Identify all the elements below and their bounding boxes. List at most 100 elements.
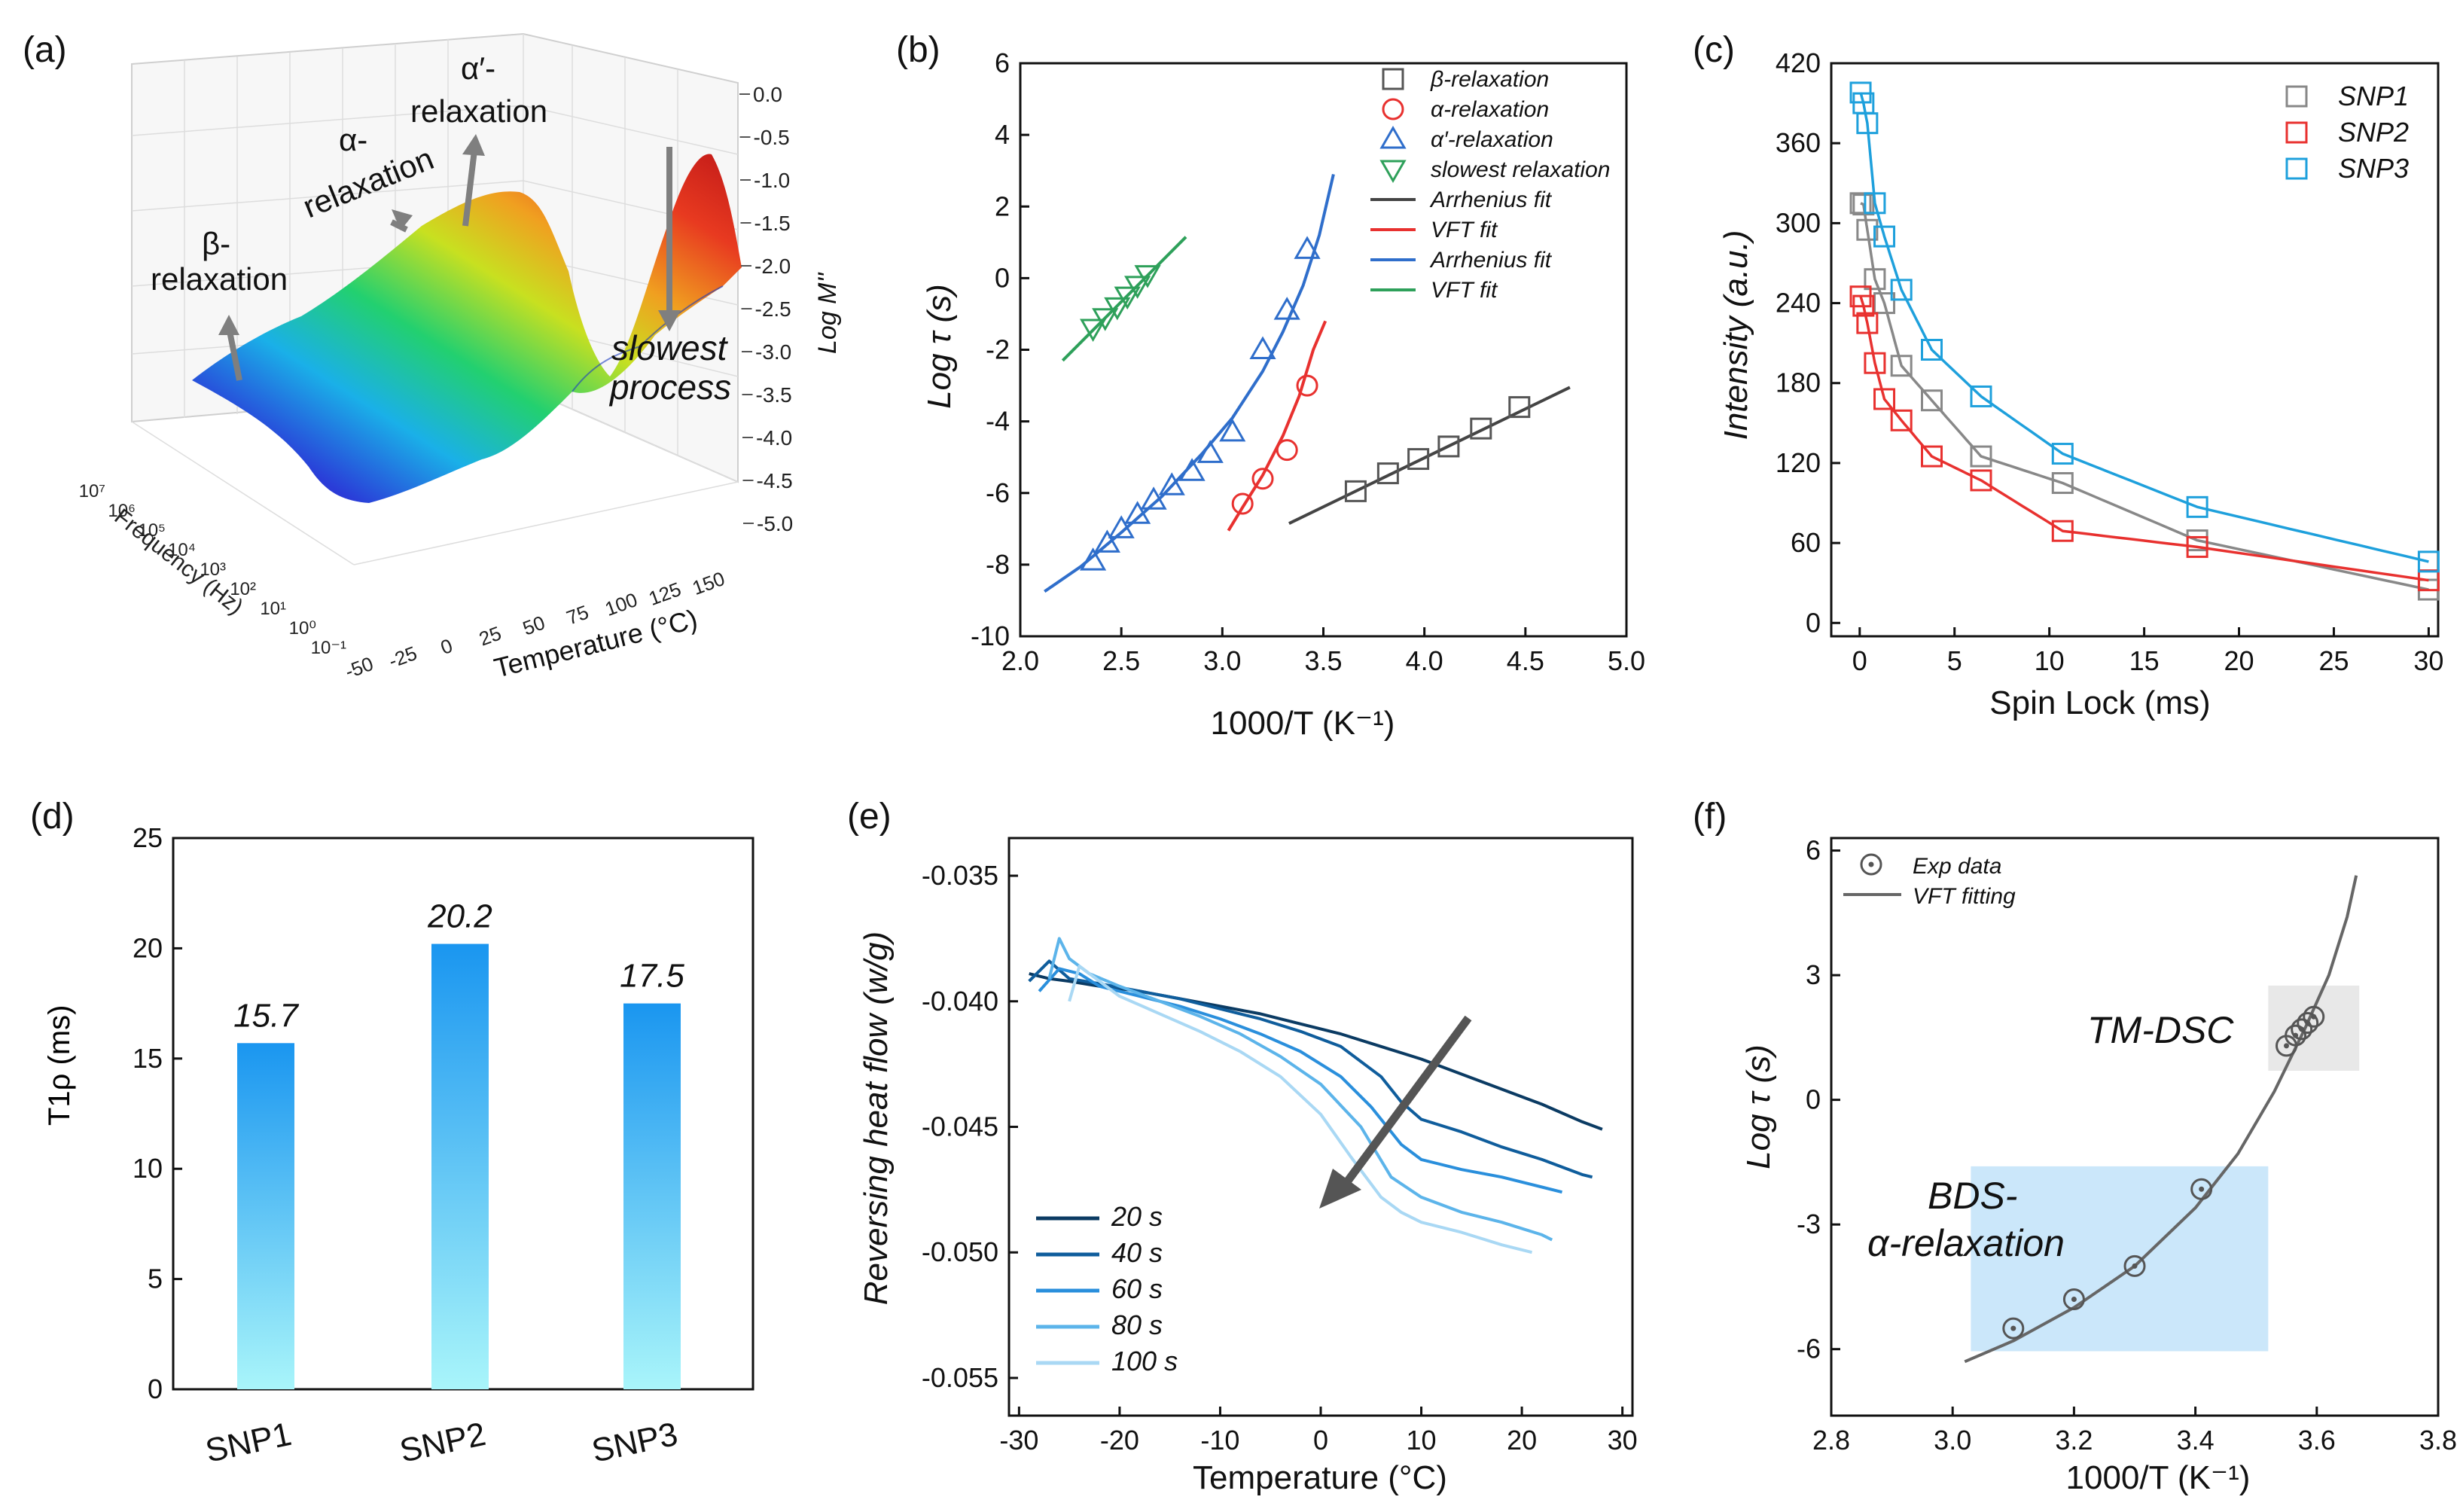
x-tick-label: 2.5 (1102, 645, 1140, 676)
frequency-tick-label: 10⁶ (108, 501, 136, 521)
temperature-tick-label: 150 (689, 567, 727, 599)
data-line (1038, 967, 1562, 1194)
data-point (1092, 308, 1119, 331)
x-tick-label: 3.0 (1203, 645, 1241, 676)
surface-plot (192, 154, 742, 503)
data-point (1470, 417, 1492, 440)
data-point (1276, 439, 1298, 462)
legend-label: Exp data (1913, 854, 2001, 879)
legend-e: 20 s 40 s 60 s 80 s 100 s (1036, 1201, 1178, 1376)
data-line (1029, 972, 1603, 1131)
z-tick-label: -3.5 (756, 383, 792, 407)
data-point (2303, 1005, 2325, 1028)
y-tick-label: -0.040 (922, 986, 998, 1017)
x-tick-label: 3.0 (1934, 1425, 1971, 1456)
y-tick-label: 180 (1776, 367, 1821, 398)
y-tick-label: 15 (133, 1043, 163, 1074)
data-point (2002, 1317, 2025, 1340)
frequency-tick-label: 10¹ (260, 599, 286, 619)
y-tick-label: 300 (1776, 207, 1821, 238)
data-point (1920, 339, 1943, 361)
legend-c: SNP1 SNP2 SNP3 (2285, 81, 2409, 184)
category-label: SNP3 (589, 1416, 681, 1470)
bar (623, 1003, 681, 1389)
frequency-tick-label: 10⁷ (79, 481, 105, 501)
legend-label: SNP1 (2338, 81, 2409, 111)
frequency-tick-label: 10² (230, 579, 256, 599)
data-point (1873, 225, 1896, 248)
z-tick-label: -4.5 (757, 469, 793, 492)
panel-label-c: (c) (1693, 30, 1735, 70)
annotation-bds-1: BDS- (1928, 1175, 2017, 1217)
temperature-tick-label: 100 (602, 588, 640, 620)
data-point (1508, 396, 1531, 419)
legend-marker (1860, 853, 1882, 876)
data-point-dot (2071, 1296, 2077, 1302)
y-tick-label: 0 (148, 1373, 163, 1404)
annotation-bds-2: α-relaxation (1867, 1222, 2065, 1264)
data-point (1920, 389, 1943, 412)
data-point (1093, 529, 1120, 553)
legend-label: VFT fitting (1913, 884, 2016, 909)
data-point (1920, 445, 1943, 468)
data-point-dot (2284, 1043, 2289, 1049)
y-tick-label: -3 (1797, 1209, 1821, 1239)
legend-marker (1379, 125, 1407, 149)
temperature-tick-label: 50 (520, 611, 547, 640)
data-point-dot (2132, 1263, 2138, 1269)
data-point (1158, 472, 1185, 495)
x-tick-label: 3.6 (2298, 1425, 2336, 1456)
y-tick-label: 120 (1776, 447, 1821, 478)
x-tick-label: 15 (2129, 645, 2160, 676)
legend-marker (2285, 85, 2308, 108)
data-point (1134, 265, 1161, 288)
data-point (2186, 535, 2208, 558)
frequency-tick-label: 10⁻¹ (311, 638, 346, 658)
legend-label: VFT fit (1431, 218, 1498, 242)
panel-label-d: (d) (30, 797, 75, 837)
data-point (2051, 443, 2074, 465)
data-point (1196, 440, 1224, 463)
legend-label: SNP2 (2338, 117, 2409, 148)
data-point (2291, 1018, 2313, 1041)
z-tick-label: 0.0 (753, 83, 782, 106)
bar-value-label: 20.2 (427, 898, 492, 935)
legend-label: VFT fit (1431, 278, 1498, 303)
legend-marker (1382, 98, 1404, 120)
legend-label: α′-relaxation (1431, 127, 1553, 152)
bar-value-label: 15.7 (233, 997, 299, 1034)
y-tick-label: -2 (986, 334, 1010, 365)
temperature-tick-label: 25 (476, 622, 504, 651)
z-tick-label: -0.5 (754, 126, 790, 149)
annotation-beta-2: relaxation (151, 261, 288, 297)
x-tick-label: 10 (2035, 645, 2065, 676)
frequency-tick-label: 10⁵ (138, 520, 166, 541)
data-point (1437, 435, 1460, 458)
panel-c: (c) 0 5 10 15 20 25 30 420 360 300 240 180 120 60 0 Sp… (1693, 30, 2443, 721)
legend-marker-dot (1868, 861, 1874, 867)
y-axis-title-f: Log τ (s) (1740, 1044, 1777, 1169)
temperature-tick-label: -50 (342, 652, 376, 683)
data-point (1856, 312, 1879, 334)
y-tick-label: -0.050 (922, 1236, 998, 1267)
y-tick-label: -8 (986, 549, 1010, 580)
y-tick-label: -0.045 (922, 1111, 998, 1142)
data-point (1890, 355, 1913, 377)
annotation-arrows (218, 134, 681, 381)
data-point (1849, 192, 1872, 215)
legend-marker (2285, 157, 2308, 180)
bar (237, 1043, 294, 1389)
data-point (1080, 547, 1107, 571)
x-tick-label: 0 (1313, 1425, 1328, 1456)
legend-marker (2285, 121, 2308, 144)
annotation-tm-dsc: TM-DSC (2087, 1009, 2234, 1051)
data-point (1344, 480, 1367, 502)
x-axis-title-b: 1000/T (K⁻¹) (1211, 705, 1395, 742)
y-tick-label: 6 (995, 47, 1010, 78)
data-point (1251, 468, 1274, 490)
x-tick-label: 20 (1507, 1425, 1537, 1456)
x-axis-title-c: Spin Lock (ms) (1989, 684, 2210, 721)
plot-frame-f (1830, 837, 2440, 1417)
fit-line (1288, 386, 1571, 525)
